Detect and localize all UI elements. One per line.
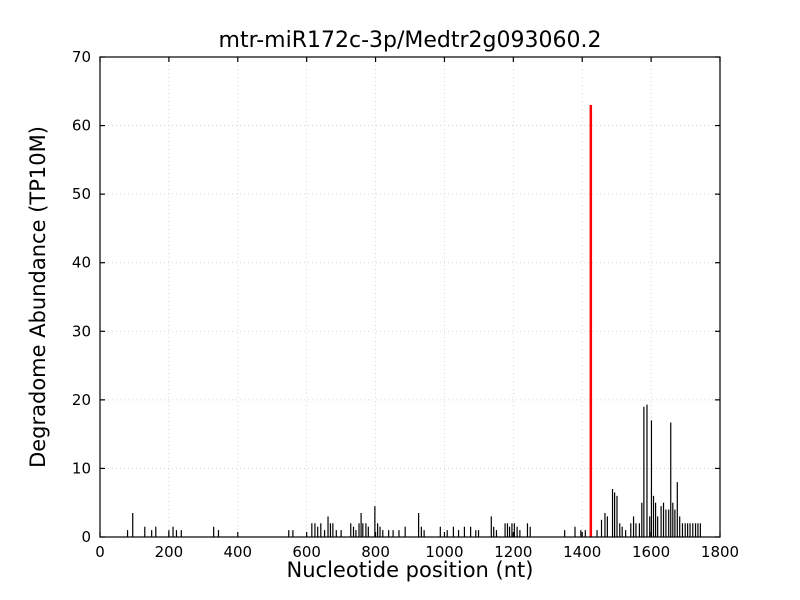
y-tick-label: 40 (72, 254, 91, 272)
y-tick-label: 60 (72, 117, 91, 135)
x-tick-label: 200 (155, 543, 184, 561)
y-tick-label: 50 (72, 185, 91, 203)
y-tick-label: 70 (72, 48, 91, 66)
grid (99, 56, 721, 538)
y-tick-label: 20 (72, 391, 91, 409)
x-tick-label: 1400 (563, 543, 601, 561)
x-tick-label: 800 (361, 543, 390, 561)
y-tick-label: 30 (72, 322, 91, 340)
series-degradome-abundance (126, 404, 701, 537)
y-tick-label: 0 (81, 528, 91, 546)
y-axis-label: Degradome Abundance (TP10M) (26, 126, 50, 468)
x-axis-label: Nucleotide position (nt) (286, 558, 534, 582)
x-tick-label: 400 (223, 543, 252, 561)
y-tick-label: 10 (72, 459, 91, 477)
axes-frame (99, 56, 721, 538)
x-tick-label: 1800 (701, 543, 739, 561)
x-tick-label: 600 (292, 543, 321, 561)
chart-title: mtr-miR172c-3p/Medtr2g093060.2 (218, 28, 602, 53)
x-tick-label: 1600 (632, 543, 670, 561)
x-tick-label: 1200 (494, 543, 532, 561)
tick-labels: 0 200 400 600 800 1000 1200 1400 1600 1800 0 10 20 30… (72, 48, 739, 561)
tick-marks (99, 56, 721, 538)
x-tick-label: 1000 (425, 543, 463, 561)
x-tick-label: 0 (95, 543, 105, 561)
